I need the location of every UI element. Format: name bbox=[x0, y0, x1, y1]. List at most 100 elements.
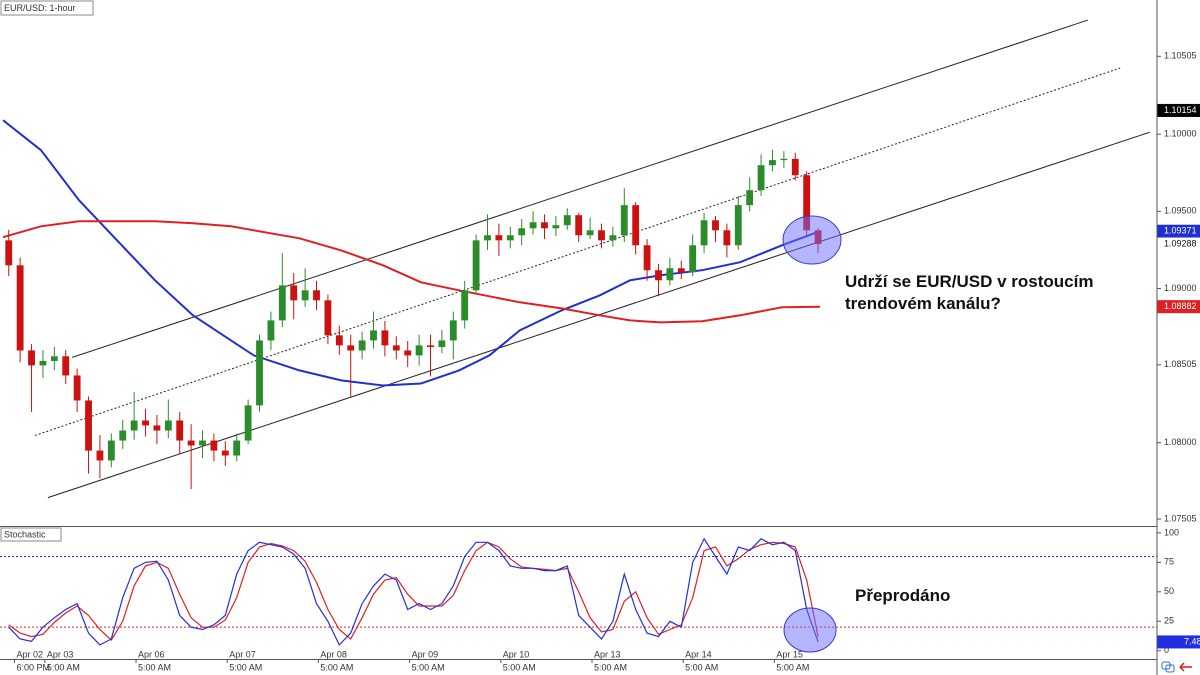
price-tag bbox=[1157, 300, 1200, 314]
x-tick-time: 5:00 AM bbox=[320, 662, 353, 672]
candle-body bbox=[723, 230, 731, 246]
axes: 1.10505 1.10000 1.09500 1.09000 1.08505 1.080… bbox=[13, 51, 1200, 672]
candle-body bbox=[16, 265, 24, 351]
candle-body bbox=[780, 158, 788, 161]
corner-icons bbox=[1161, 661, 1192, 673]
y-tick-label: 1.09500 bbox=[1164, 206, 1197, 216]
x-tick-label: Apr 06 bbox=[138, 649, 165, 659]
y-tick-label: 1.09000 bbox=[1164, 283, 1197, 293]
candle-body bbox=[278, 285, 286, 321]
candle-body bbox=[256, 340, 263, 406]
highlight-circle bbox=[783, 607, 837, 653]
moving-average bbox=[2, 119, 821, 387]
stochastic-line bbox=[8, 541, 819, 642]
x-tick-label: Apr 10 bbox=[503, 649, 530, 659]
x-tick-label: Apr 13 bbox=[594, 649, 621, 659]
candle-body bbox=[119, 430, 127, 441]
candle-body bbox=[267, 320, 275, 341]
candle-body bbox=[370, 330, 377, 341]
price-tag-label: 1.08882 bbox=[1164, 301, 1197, 311]
candle-body bbox=[529, 222, 537, 229]
stochastic-panel bbox=[0, 537, 1157, 646]
price-tag-label: 1.10154 bbox=[1164, 105, 1197, 115]
price-tag bbox=[1157, 103, 1200, 117]
candle-body bbox=[734, 205, 742, 246]
candle-body bbox=[666, 268, 674, 281]
x-tick-time: 5:00 AM bbox=[47, 662, 80, 672]
highlight-circle bbox=[782, 215, 842, 265]
stochastic-title-box bbox=[0, 527, 62, 542]
price-tag-label: 1.09288 bbox=[1164, 238, 1197, 248]
y-tick-label: 1.07505 bbox=[1164, 513, 1197, 523]
candle-body bbox=[586, 230, 594, 236]
x-tick-label: Apr 03 bbox=[47, 649, 74, 659]
candle-body bbox=[472, 240, 480, 291]
title-box bbox=[0, 0, 94, 16]
x-tick-label: Apr 09 bbox=[412, 649, 439, 659]
candle-body bbox=[73, 375, 81, 401]
x-tick-time: 5:00 AM bbox=[594, 662, 627, 672]
candle-body bbox=[541, 222, 548, 229]
candle-body bbox=[461, 290, 469, 321]
candle-body bbox=[381, 330, 389, 346]
y-tick-label: 0 bbox=[1164, 645, 1169, 655]
candle-body bbox=[176, 420, 184, 441]
x-tick-time: 5:00 AM bbox=[503, 662, 536, 672]
channel-line bbox=[34, 67, 1121, 436]
candle-body bbox=[484, 235, 491, 241]
candle-body bbox=[803, 175, 811, 231]
x-tick-time: 6:00 PM bbox=[16, 662, 50, 672]
candle-body bbox=[677, 268, 685, 273]
candle-body bbox=[598, 230, 605, 241]
stochastic-line bbox=[8, 537, 819, 646]
candle-body bbox=[746, 190, 754, 206]
x-tick-time: 5:00 AM bbox=[229, 662, 262, 672]
candle-body bbox=[404, 350, 412, 356]
x-tick-label: Apr 07 bbox=[229, 649, 256, 659]
candle-body bbox=[575, 215, 583, 236]
candle-body bbox=[563, 215, 571, 226]
y-tick-label: 50 bbox=[1164, 586, 1174, 596]
candle-body bbox=[415, 345, 423, 356]
candle-body bbox=[199, 440, 206, 446]
x-tick-label: Apr 02 bbox=[16, 649, 43, 659]
candle-body bbox=[427, 345, 434, 348]
candle-body bbox=[142, 420, 149, 426]
y-tick-label: 1.10505 bbox=[1164, 51, 1197, 61]
candle-body bbox=[518, 228, 526, 236]
annotation: trendovém kanálu? bbox=[845, 294, 1001, 313]
candle-body bbox=[107, 440, 115, 461]
candle-body bbox=[301, 290, 309, 301]
candle-body bbox=[153, 425, 161, 431]
stochastic-title: Stochastic bbox=[4, 529, 46, 539]
candle-body bbox=[62, 356, 70, 376]
candle-body bbox=[632, 205, 640, 246]
price-tag bbox=[1157, 237, 1200, 251]
candle-body bbox=[712, 220, 719, 231]
x-tick-time: 5:00 AM bbox=[685, 662, 718, 672]
candle-body bbox=[620, 205, 628, 236]
candle-body bbox=[324, 300, 332, 336]
candle-body bbox=[495, 235, 503, 241]
candle-body bbox=[85, 400, 92, 451]
x-tick-time: 5:00 AM bbox=[138, 662, 171, 672]
candle-body bbox=[769, 160, 776, 166]
candle-body bbox=[449, 320, 457, 341]
price-tag bbox=[1157, 224, 1200, 238]
y-tick-label: 1.08000 bbox=[1164, 437, 1197, 447]
candle-body bbox=[164, 420, 172, 431]
price-tag-label: 1.09371 bbox=[1164, 226, 1197, 236]
candle-body bbox=[347, 345, 355, 351]
y-tick-label: 1.10000 bbox=[1164, 129, 1197, 139]
candle-body bbox=[221, 450, 229, 456]
annotation: Udrží se EUR/USD v rostoucím bbox=[845, 272, 1093, 291]
candle-body bbox=[187, 440, 195, 446]
annotation: Přeprodáno bbox=[855, 586, 950, 605]
candle-body bbox=[609, 235, 617, 241]
candle-body bbox=[552, 225, 560, 229]
value-tag-label: 7.48 bbox=[1184, 636, 1200, 646]
candle-body bbox=[290, 285, 298, 301]
y-tick-label: 75 bbox=[1164, 557, 1174, 567]
